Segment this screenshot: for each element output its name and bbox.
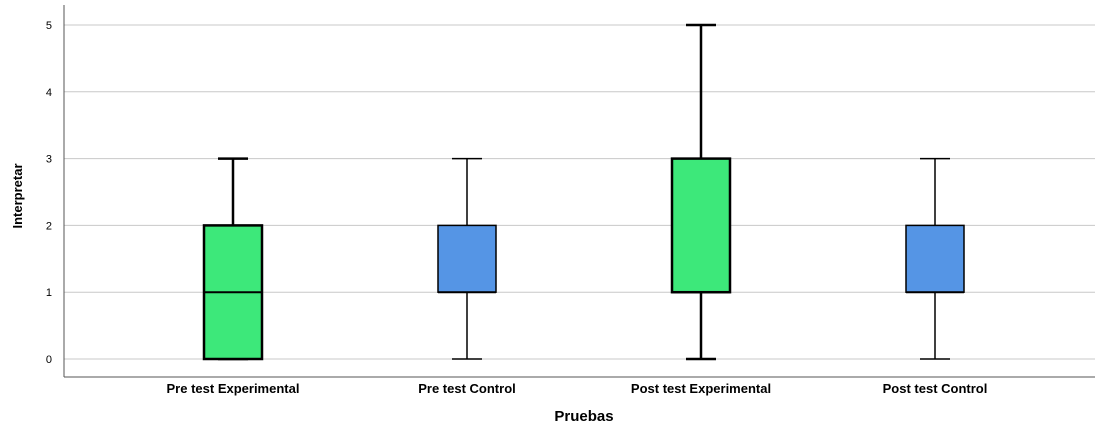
box-iqr (905, 224, 965, 293)
axes (63, 5, 1095, 378)
box-4 (905, 157, 965, 360)
x-category-labels: Pre test Experimental Pre test Control Pos… (167, 381, 988, 396)
x-category-label: Pre test Experimental (167, 381, 300, 396)
x-category-label: Pre test Control (418, 381, 516, 396)
x-category-label: Post test Experimental (631, 381, 771, 396)
y-tick-label: 0 (46, 354, 52, 366)
x-category-label: Post test Control (883, 381, 988, 396)
boxes (202, 23, 965, 361)
y-axis-title: Interpretar (10, 163, 25, 228)
y-tick-label: 1 (46, 287, 52, 299)
box-iqr (670, 157, 732, 294)
box-iqr (437, 224, 497, 293)
y-tick-labels: 0 1 2 3 4 5 (46, 20, 52, 366)
box-1 (202, 157, 264, 361)
box-3 (670, 23, 732, 361)
y-tick-label: 3 (46, 154, 52, 166)
y-tick-label: 2 (46, 220, 52, 232)
box-2 (437, 157, 497, 360)
y-tick-label: 5 (46, 20, 52, 32)
x-axis-title: Pruebas (554, 408, 613, 425)
y-tick-label: 4 (46, 87, 52, 99)
